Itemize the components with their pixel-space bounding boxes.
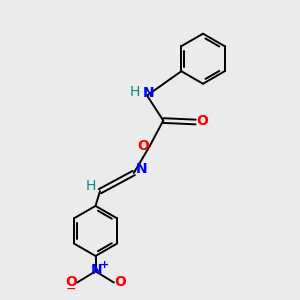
Text: N: N [143, 86, 154, 100]
Text: O: O [137, 139, 149, 153]
Text: O: O [196, 113, 208, 128]
Text: N: N [136, 162, 148, 176]
Text: O: O [65, 275, 77, 289]
Text: +: + [100, 260, 110, 270]
Text: H: H [130, 85, 140, 99]
Text: −: − [66, 282, 76, 296]
Text: H: H [85, 179, 96, 193]
Text: O: O [114, 275, 126, 289]
Text: N: N [91, 263, 103, 277]
